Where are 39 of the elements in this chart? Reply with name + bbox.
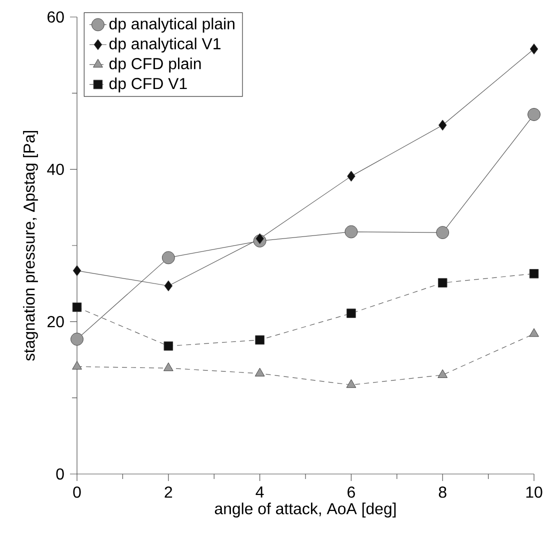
x-axis-title: angle of attack, AoA [deg] <box>214 502 396 518</box>
y-tick-label: 40 <box>47 164 64 175</box>
point <box>347 170 356 182</box>
legend-label: dp analytical V1 <box>109 38 220 53</box>
point <box>344 225 358 238</box>
point <box>528 108 540 121</box>
point <box>72 265 82 276</box>
x-tick-label: 6 <box>348 486 355 498</box>
point <box>530 44 538 54</box>
x-tick-label: 4 <box>256 486 264 498</box>
point <box>346 308 356 318</box>
y-tick-label: 60 <box>48 11 64 23</box>
legend-label: dp analytical plain <box>109 18 234 33</box>
point <box>438 278 448 288</box>
legend-label: dp CFD plain <box>109 58 201 72</box>
point <box>529 269 539 278</box>
point <box>162 251 175 264</box>
point <box>163 362 174 372</box>
point <box>438 120 447 131</box>
x-tick-label: 10 <box>526 486 542 498</box>
point <box>70 332 84 346</box>
point <box>254 368 265 376</box>
point <box>164 341 174 351</box>
y-tick-label: 20 <box>48 316 64 328</box>
point <box>256 233 264 244</box>
point <box>255 335 264 345</box>
x-tick-label: 2 <box>164 486 172 498</box>
y-tick-label: 0 <box>56 468 64 480</box>
point <box>72 360 82 370</box>
point <box>438 369 448 378</box>
legend-label: dp CFD V1 <box>109 78 187 92</box>
point <box>346 379 356 388</box>
x-tick-label: 0 <box>73 486 81 498</box>
y-axis-title: stagnation pressure, Δpstag [Pa] <box>23 131 38 361</box>
point <box>529 328 539 337</box>
x-tick-label: 8 <box>438 486 446 498</box>
point <box>436 226 450 240</box>
point <box>164 280 173 292</box>
point <box>72 302 82 312</box>
